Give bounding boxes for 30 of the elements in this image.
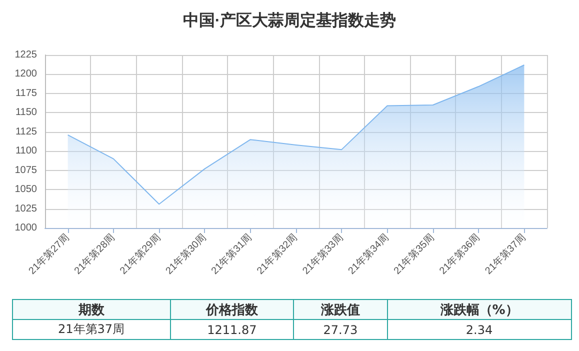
y-tick-label: 1175 xyxy=(15,88,38,99)
text: 期数 xyxy=(12,300,170,320)
y-tick-label: 1150 xyxy=(15,107,38,118)
x-tick-label: 21年第29周 xyxy=(118,231,163,277)
text: 27.73 xyxy=(294,320,388,340)
x-tick-label: 21年第31周 xyxy=(208,231,254,277)
x-tick-label: 21年第37周 xyxy=(482,231,528,277)
text: 价格指数 xyxy=(170,300,294,320)
y-tick-label: 1000 xyxy=(14,222,38,234)
x-tick-label: 21年第36周 xyxy=(437,231,482,277)
y-tick-label: 1075 xyxy=(14,164,38,176)
x-tick-label: 21年第32周 xyxy=(254,231,300,277)
y-tick-label: 1125 xyxy=(15,126,38,138)
x-tick-label: 21年第35周 xyxy=(391,231,437,277)
text: 2.34 xyxy=(387,320,572,340)
y-tick-label: 1050 xyxy=(14,184,38,196)
y-tick-label: 1100 xyxy=(15,146,38,157)
text: 21年第37周 xyxy=(12,320,170,340)
text: 1211.87 xyxy=(170,320,294,340)
text: 涨跌值 xyxy=(294,300,388,320)
text: 涨跌幅（%） xyxy=(387,300,572,320)
y-tick-label: 1225 xyxy=(14,50,38,60)
x-tick-label: 21年第27周 xyxy=(26,231,72,277)
x-tick-label: 21年第28周 xyxy=(72,231,118,277)
y-tick-label: 1025 xyxy=(14,203,38,214)
x-tick-label: 21年第34周 xyxy=(346,231,392,277)
x-tick-label: 21年第30周 xyxy=(163,231,209,277)
x-tick-label: 21年第33周 xyxy=(300,231,346,277)
y-tick-label: 1200 xyxy=(14,68,38,80)
chart-title: 中国·产区大蒜周定基指数走势 xyxy=(182,12,396,30)
